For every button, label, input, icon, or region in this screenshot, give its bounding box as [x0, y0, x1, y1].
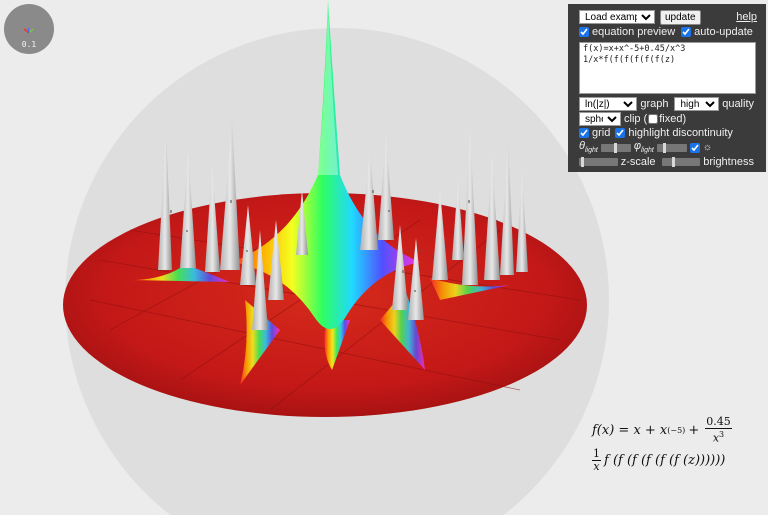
equation-preview: f(x) = x + x (−5) + 0.45 x3 1 x f (f (f (… [592, 415, 735, 475]
brightness-label: brightness [703, 156, 754, 168]
fixed-label: fixed) [659, 112, 687, 125]
auto-update-label: auto-update [694, 26, 753, 38]
theta-light-slider[interactable] [600, 142, 631, 153]
equation-preview-checkbox[interactable] [579, 27, 589, 37]
quality-select[interactable]: high [674, 97, 720, 111]
spike-field [130, 0, 528, 385]
example-select[interactable]: Load example... [579, 10, 655, 24]
light-toggle-checkbox[interactable] [689, 142, 700, 153]
equation-editor[interactable] [579, 42, 756, 94]
grid-label: grid [592, 127, 611, 139]
axis-gizmo[interactable]: 0.1 [4, 4, 54, 54]
auto-update-checkbox[interactable] [681, 27, 692, 37]
scale-label: 0.1 [21, 40, 37, 49]
quality-label: quality [722, 98, 754, 110]
brightness-slider[interactable] [661, 157, 701, 167]
clip-select[interactable]: sphere [579, 111, 621, 126]
z-scale-slider[interactable] [579, 157, 618, 167]
formula-plus: + [688, 422, 700, 438]
formula-numerator-2: 1 [592, 446, 601, 461]
formula-line-1: f(x) = x + x (−5) + 0.45 x3 [592, 415, 735, 445]
help-link[interactable]: help [736, 11, 757, 23]
fixed-checkbox[interactable] [648, 113, 659, 124]
z-scale-label: z-scale [620, 156, 656, 168]
formula-line-2: 1 x f (f (f (f (f (f (z)))))) [592, 445, 735, 475]
formula-denominator-2: x [593, 459, 600, 473]
formula-numerator: 0.45 [705, 414, 732, 429]
equation-preview-label: equation preview [592, 26, 676, 38]
formula-fraction: 0.45 x3 [705, 414, 732, 445]
discontinuity-noise [170, 190, 498, 292]
formula-fraction-2: 1 x [592, 446, 601, 473]
highlight-discontinuity-checkbox[interactable] [615, 128, 626, 138]
phi-light-slider[interactable] [656, 142, 687, 153]
formula-composition: f (f (f (f (f (f (z)))))) [604, 452, 726, 468]
graph-select[interactable]: ln(|z|) [579, 97, 638, 111]
formula-exponent: (−5) [667, 425, 686, 435]
update-button[interactable]: update [660, 9, 701, 25]
graph-label: graph [640, 98, 669, 110]
control-panel: Load example... update help equation pre… [568, 4, 766, 172]
theta-light-label: θlight [579, 140, 598, 155]
clip-label: clip ( [624, 112, 648, 125]
formula-denominator: x3 [712, 429, 725, 445]
highlight-discontinuity-label: highlight discontinuity [628, 127, 733, 139]
grid-checkbox[interactable] [579, 128, 589, 138]
formula-lhs: f(x) = x + x [592, 422, 668, 438]
sun-icon: ☼ [702, 142, 713, 153]
phi-light-label: φlight [633, 140, 654, 155]
